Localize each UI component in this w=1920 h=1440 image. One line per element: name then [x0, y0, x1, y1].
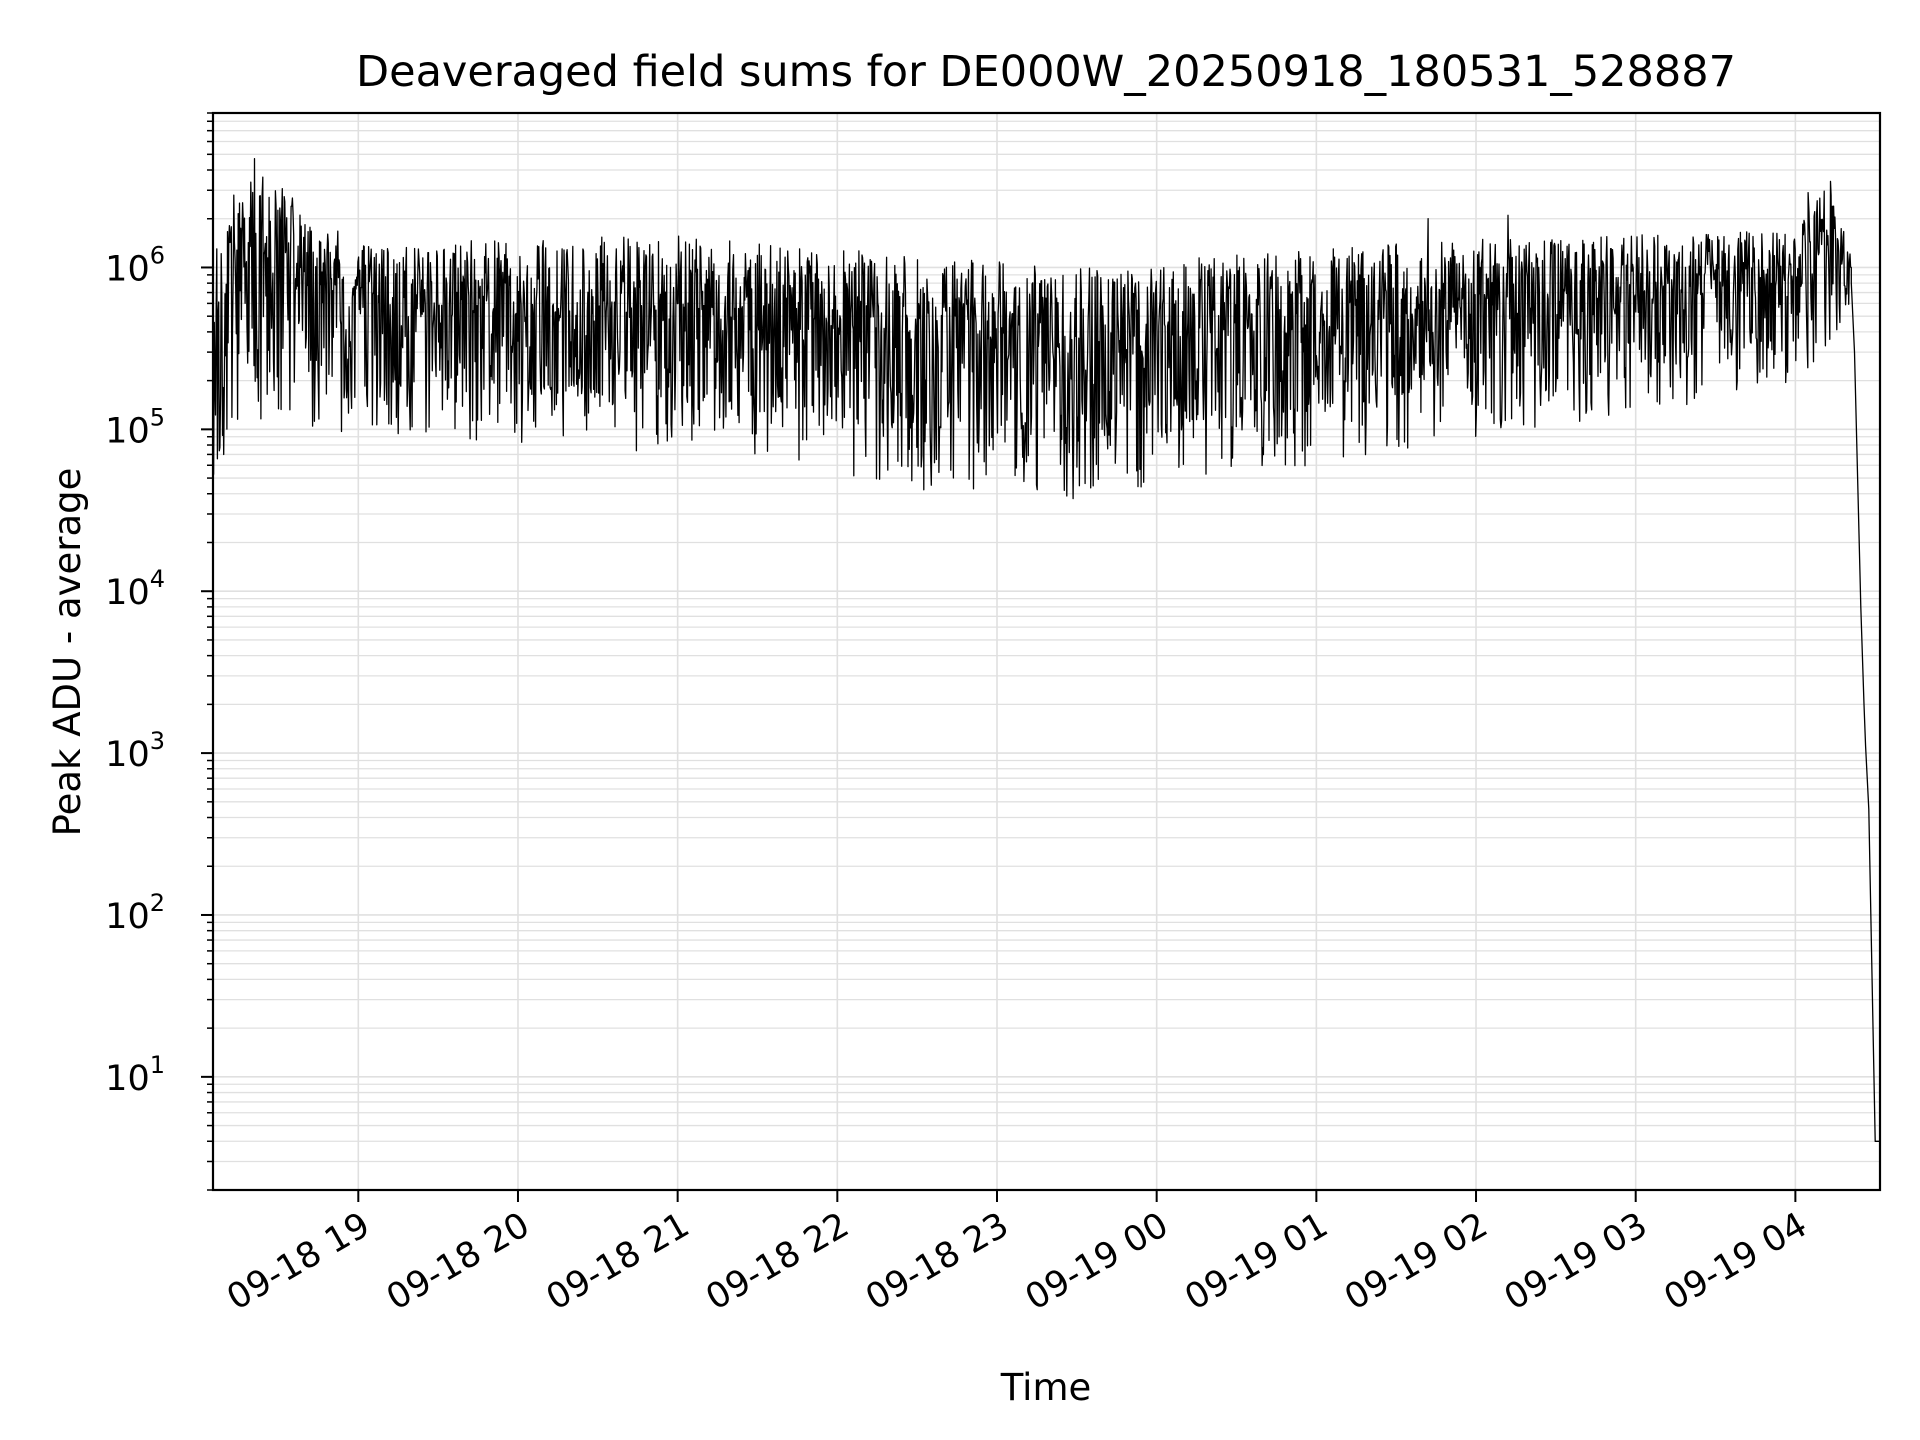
y-tick-label: 101: [105, 1051, 165, 1099]
x-tick-label: 09-19 00: [1019, 1205, 1175, 1318]
data-series-line: [212, 158, 1880, 1142]
x-tick-label: 09-19 03: [1498, 1205, 1654, 1318]
y-tick-label: 102: [105, 889, 165, 937]
x-tick-label: 09-18 22: [700, 1205, 856, 1318]
grid-lines: [213, 112, 1880, 1191]
y-tick-label: 103: [105, 727, 165, 775]
x-tick-label: 09-18 21: [540, 1205, 696, 1318]
plot-area-frame: [211, 111, 1882, 1192]
x-tick-label: 09-18 19: [221, 1205, 377, 1318]
y-tick-label: 106: [105, 241, 165, 289]
y-axis-label: Peak ADU - average: [46, 468, 89, 837]
chart-title: Deaveraged field sums for DE000W_2025091…: [356, 47, 1736, 97]
x-tick-label: 09-19 01: [1179, 1205, 1335, 1318]
x-tick-label: 09-18 23: [859, 1205, 1015, 1318]
x-tick-label: 09-18 20: [380, 1205, 536, 1318]
x-tick-label: 09-19 02: [1338, 1205, 1494, 1318]
y-tick-label: 104: [105, 565, 165, 613]
data-series-layer: [212, 158, 1880, 1142]
axis-ticks: [201, 112, 1797, 1202]
x-tick-label: 09-19 04: [1658, 1205, 1814, 1318]
x-axis-label: Time: [1000, 1366, 1092, 1409]
y-tick-label: 105: [105, 403, 165, 451]
tick-labels: 09-18 19 09-18 20 09-18 21 09-18 22 09-18 23…: [105, 241, 1814, 1318]
